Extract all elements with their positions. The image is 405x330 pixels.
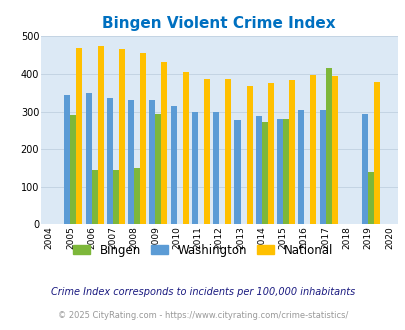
Bar — [92, 170, 98, 224]
Bar — [361, 114, 367, 224]
Bar — [64, 95, 70, 224]
Title: Bingen Violent Crime Index: Bingen Violent Crime Index — [102, 16, 335, 31]
Bar — [373, 82, 379, 224]
Text: © 2025 CityRating.com - https://www.cityrating.com/crime-statistics/: © 2025 CityRating.com - https://www.city… — [58, 311, 347, 320]
Bar — [119, 49, 125, 224]
Bar — [261, 122, 267, 224]
Bar — [140, 53, 146, 224]
Bar — [149, 100, 155, 224]
Bar — [282, 119, 288, 224]
Bar — [107, 98, 113, 224]
Bar — [128, 100, 134, 224]
Bar — [255, 116, 261, 224]
Bar — [288, 80, 294, 224]
Bar — [319, 110, 325, 224]
Bar — [85, 93, 92, 224]
Bar — [298, 111, 304, 224]
Bar — [276, 119, 282, 224]
Bar — [70, 115, 76, 224]
Bar — [309, 75, 315, 224]
Bar — [134, 168, 140, 224]
Bar — [203, 79, 209, 224]
Bar — [367, 173, 373, 224]
Bar — [98, 47, 103, 224]
Bar — [213, 112, 219, 224]
Text: Crime Index corresponds to incidents per 100,000 inhabitants: Crime Index corresponds to incidents per… — [51, 287, 354, 297]
Legend: Bingen, Washington, National: Bingen, Washington, National — [68, 239, 337, 261]
Bar — [76, 48, 82, 224]
Bar — [325, 68, 331, 224]
Bar — [192, 112, 198, 224]
Bar — [182, 72, 188, 224]
Bar — [267, 82, 273, 224]
Bar — [113, 170, 119, 224]
Bar — [246, 86, 252, 224]
Bar — [170, 106, 176, 224]
Bar — [161, 62, 167, 224]
Bar — [155, 114, 161, 224]
Bar — [234, 120, 240, 224]
Bar — [225, 79, 231, 224]
Bar — [331, 76, 337, 224]
